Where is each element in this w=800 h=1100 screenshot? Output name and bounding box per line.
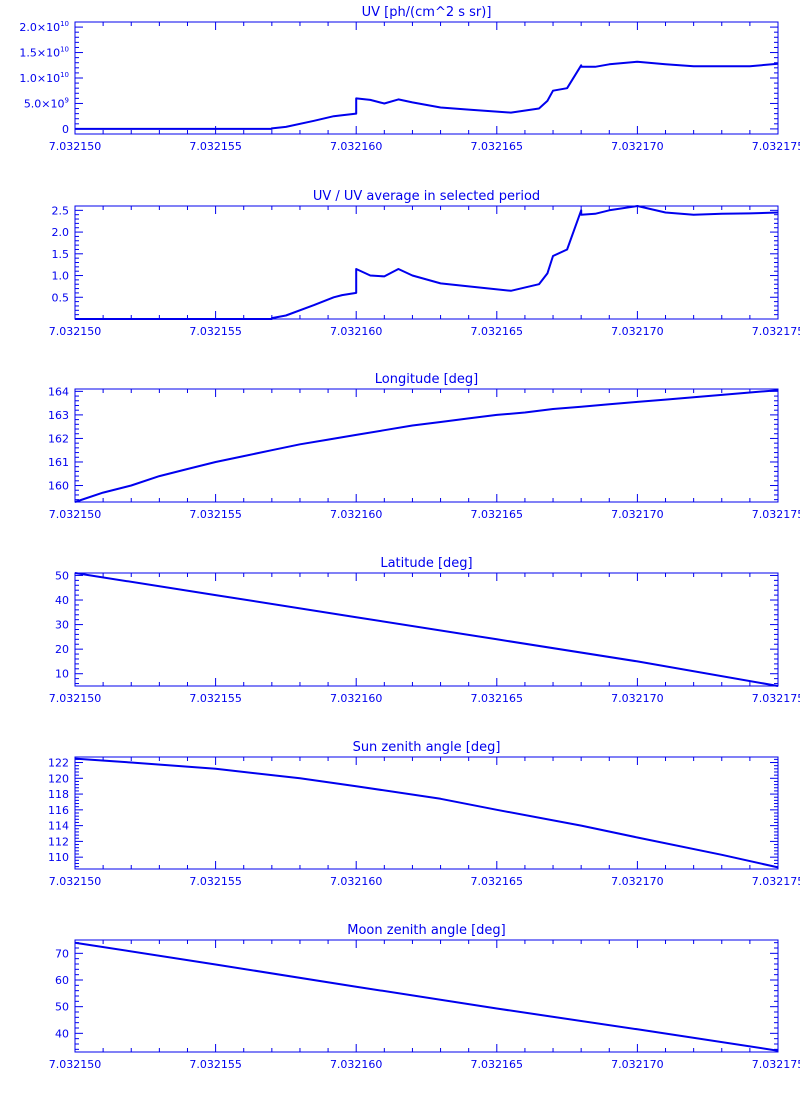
x-tick-label: 7.032165	[471, 875, 524, 888]
chart-panel-3: Longitude [deg] 7.032150 7.032155 7.032160 7…	[48, 372, 800, 521]
x-tick-label: 7.032165	[471, 508, 524, 521]
chart-panel-1: UV [ph/(cm^2 s sr)] 7.032150 7.032155 7.032…	[19, 5, 800, 153]
chart-title: Latitude [deg]	[380, 556, 472, 571]
y-tick-label: 1.0×1010	[19, 71, 69, 85]
x-tick-label: 7.032165	[471, 692, 524, 705]
x-tick-label: 7.032165	[471, 325, 524, 338]
y-tick-exponent: 10	[60, 20, 69, 28]
y-tick-label: 5.0×109	[24, 96, 69, 110]
y-tick-label: 161	[48, 456, 69, 469]
chart-title: UV [ph/(cm^2 s sr)]	[362, 5, 492, 20]
x-tick-label: 7.032155	[189, 508, 242, 521]
chart-title: Longitude [deg]	[375, 372, 478, 387]
y-tick-label: 1.0	[52, 270, 70, 283]
x-tick-label: 7.032150	[49, 692, 102, 705]
y-tick-label: 112	[48, 835, 69, 848]
x-tick-label: 7.032170	[611, 1058, 664, 1071]
x-tick-label: 7.032160	[330, 508, 383, 521]
x-tick-label: 7.032155	[189, 140, 242, 153]
y-tick-label: 114	[48, 820, 69, 833]
chart-title: Moon zenith angle [deg]	[347, 923, 505, 938]
y-tick-label: 160	[48, 480, 69, 493]
y-tick-exponent: 10	[60, 46, 69, 54]
y-tick-label: 1.5	[52, 248, 70, 261]
x-tick-label: 7.032160	[330, 325, 383, 338]
x-tick-label: 7.032170	[611, 140, 664, 153]
x-tick-label: 7.032165	[471, 140, 524, 153]
y-tick-label: 30	[55, 619, 69, 632]
x-tick-label: 7.032170	[611, 692, 664, 705]
x-tick-label: 7.032170	[611, 508, 664, 521]
chart-title: Sun zenith angle [deg]	[353, 740, 501, 755]
y-tick-label: 10	[55, 668, 69, 681]
y-tick-label: 110	[48, 851, 69, 864]
y-tick-mantissa: 5.0×10	[24, 97, 65, 110]
x-tick-label: 7.032155	[189, 875, 242, 888]
y-tick-label: 122	[48, 757, 69, 770]
x-tick-label: 7.032175	[752, 1058, 800, 1071]
x-tick-label: 7.032175	[752, 140, 800, 153]
y-tick-label: 20	[55, 643, 69, 656]
y-tick-label: 120	[48, 772, 69, 785]
y-tick-label: 40	[55, 1027, 69, 1040]
y-tick-label: 163	[48, 409, 69, 422]
y-tick-label: 70	[55, 947, 69, 960]
series-line	[74, 941, 779, 1052]
x-tick-label: 7.032165	[471, 1058, 524, 1071]
x-tick-label: 7.032150	[49, 140, 102, 153]
y-tick-label: 50	[55, 569, 69, 582]
x-tick-label: 7.032175	[752, 508, 800, 521]
chart-title: UV / UV average in selected period	[313, 189, 540, 204]
plot-frame	[74, 21, 779, 135]
x-tick-label: 7.032170	[611, 875, 664, 888]
y-tick-mantissa: 1.5×10	[19, 47, 60, 60]
y-tick-label: 0.5	[52, 291, 70, 304]
chart-panel-5: Sun zenith angle [deg] 7.032150 7.032155 7.…	[48, 740, 800, 888]
chart-panel-4: Latitude [deg] 7.032150 7.032155 7.032160 7.…	[49, 556, 800, 705]
x-tick-label: 7.032170	[611, 325, 664, 338]
series-line	[75, 60, 779, 130]
y-tick-label: 0	[62, 123, 69, 136]
x-tick-label: 7.032160	[330, 692, 383, 705]
y-tick-exponent: 9	[65, 96, 69, 104]
plot-frame	[74, 388, 779, 503]
x-tick-label: 7.032175	[752, 692, 800, 705]
y-tick-exponent: 10	[60, 71, 69, 79]
x-tick-label: 7.032155	[189, 1058, 242, 1071]
y-tick-label: 50	[55, 1001, 69, 1014]
chart-panel-6: Moon zenith angle [deg] 7.032150 7.032155 7…	[49, 923, 800, 1071]
x-tick-label: 7.032175	[752, 875, 800, 888]
y-tick-label: 1.5×1010	[19, 46, 69, 60]
plot-frame	[74, 205, 779, 320]
y-tick-label: 116	[48, 804, 69, 817]
x-tick-label: 7.032150	[49, 325, 102, 338]
x-tick-label: 7.032155	[189, 692, 242, 705]
plot-frame	[74, 756, 779, 870]
series-line	[75, 205, 779, 320]
series-line	[74, 757, 779, 869]
y-tick-label: 118	[48, 788, 69, 801]
y-tick-label: 40	[55, 594, 69, 607]
y-tick-label: 2.0	[52, 226, 70, 239]
y-tick-label: 2.5	[52, 204, 70, 217]
x-tick-label: 7.032150	[49, 508, 102, 521]
y-tick-mantissa: 2.0×10	[19, 21, 60, 34]
chart-panel-2: UV / UV average in selected period 7.0321…	[49, 189, 800, 338]
series-line	[74, 389, 779, 503]
y-tick-label: 60	[55, 974, 69, 987]
y-tick-label: 2.0×1010	[19, 20, 69, 34]
y-tick-label: 162	[48, 432, 69, 445]
x-tick-label: 7.032160	[330, 140, 383, 153]
x-tick-label: 7.032150	[49, 1058, 102, 1071]
x-tick-label: 7.032175	[752, 325, 800, 338]
x-tick-label: 7.032150	[49, 875, 102, 888]
x-tick-label: 7.032160	[330, 875, 383, 888]
y-tick-mantissa: 1.0×10	[19, 72, 60, 85]
x-tick-label: 7.032160	[330, 1058, 383, 1071]
x-tick-label: 7.032155	[189, 325, 242, 338]
y-tick-label: 164	[48, 385, 69, 398]
series-line	[74, 572, 779, 687]
